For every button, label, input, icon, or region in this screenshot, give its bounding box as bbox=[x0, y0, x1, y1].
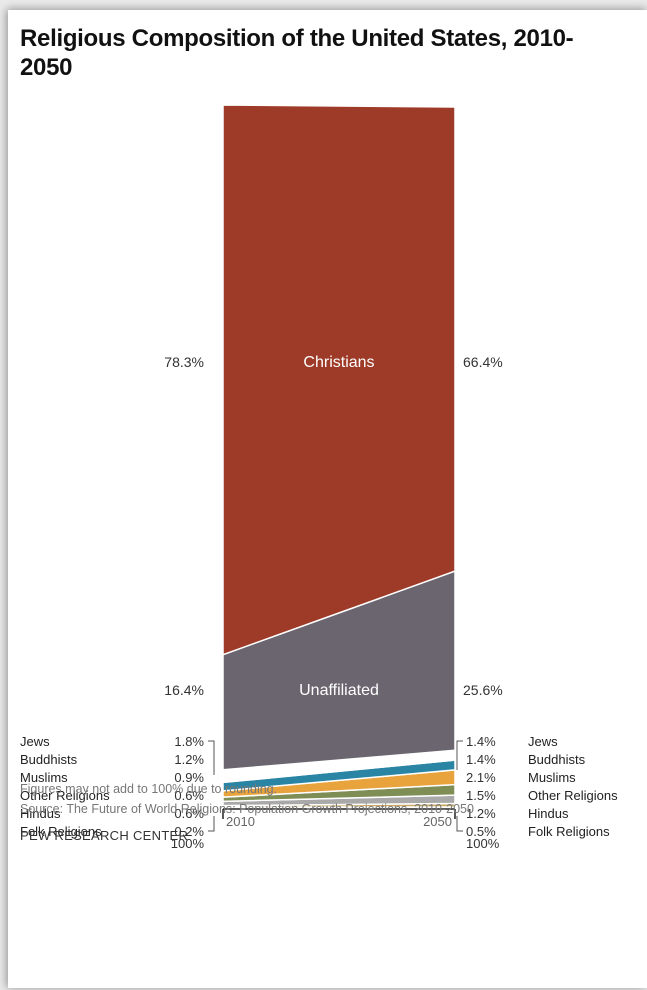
value-other-religions-2050: 1.5% bbox=[466, 788, 496, 803]
label-unaffiliated: Unaffiliated bbox=[299, 682, 379, 699]
value-christians-2010: 78.3% bbox=[164, 354, 204, 370]
value-buddhists-2010: 1.2% bbox=[174, 752, 204, 767]
label-christians: Christians bbox=[303, 354, 374, 371]
bracket-right-top bbox=[456, 740, 463, 770]
value-folk-religions-2010: 0.2% bbox=[174, 824, 204, 839]
name-hindus-left: Hindus bbox=[20, 806, 61, 821]
value-unaffiliated-2010: 16.4% bbox=[164, 682, 204, 698]
total-2010: 100% bbox=[171, 836, 205, 851]
chart-card: Religious Composition of the United Stat… bbox=[8, 10, 647, 988]
chart-title: Religious Composition of the United Stat… bbox=[20, 25, 574, 81]
bracket-left-top bbox=[208, 740, 215, 775]
value-muslims-2050: 2.1% bbox=[466, 770, 496, 785]
stacked-area-chart: Christians Unaffiliated 78.3% 66.4% 16.4% 25.… bbox=[20, 104, 618, 851]
name-other-religions-left: Other Religions bbox=[20, 788, 110, 803]
value-jews-2010: 1.8% bbox=[174, 734, 204, 749]
pew-credit: PEW RESEARCH CENTER bbox=[20, 828, 189, 843]
value-buddhists-2050: 1.4% bbox=[466, 752, 496, 767]
name-buddhists-left: Buddhists bbox=[20, 752, 78, 767]
name-folk-religions-right: Folk Religions bbox=[528, 824, 610, 839]
name-muslims-right: Muslims bbox=[528, 770, 576, 785]
x-axis bbox=[222, 808, 456, 819]
value-other-religions-2010: 0.6% bbox=[174, 788, 204, 803]
name-folk-religions-left: Folk Religions bbox=[20, 824, 102, 839]
value-unaffiliated-2050: 25.6% bbox=[463, 682, 503, 698]
value-hindus-2010: 0.6% bbox=[174, 806, 204, 821]
bracket-left-bottom bbox=[208, 816, 215, 832]
name-jews-left: Jews bbox=[20, 734, 50, 749]
name-other-religions-right: Other Religions bbox=[528, 788, 618, 803]
rounding-note: Figures may not add to 100% due to round… bbox=[20, 782, 278, 796]
source-note: Source: The Future of World Religions: P… bbox=[20, 802, 474, 816]
value-jews-2050: 1.4% bbox=[466, 734, 496, 749]
bracket-right-bottom bbox=[456, 816, 463, 832]
value-muslims-2010: 0.9% bbox=[174, 770, 204, 785]
value-hindus-2050: 1.2% bbox=[466, 806, 496, 821]
name-jews-right: Jews bbox=[528, 734, 558, 749]
name-muslims-left: Muslims bbox=[20, 770, 68, 785]
name-buddhists-right: Buddhists bbox=[528, 752, 586, 767]
x-tick-2010: 2010 bbox=[226, 814, 255, 829]
name-hindus-right: Hindus bbox=[528, 806, 569, 821]
total-2050: 100% bbox=[466, 836, 500, 851]
value-christians-2050: 66.4% bbox=[463, 354, 503, 370]
value-folk-religions-2050: 0.5% bbox=[466, 824, 496, 839]
x-tick-2050: 2050 bbox=[423, 814, 452, 829]
band-christians bbox=[222, 104, 456, 656]
